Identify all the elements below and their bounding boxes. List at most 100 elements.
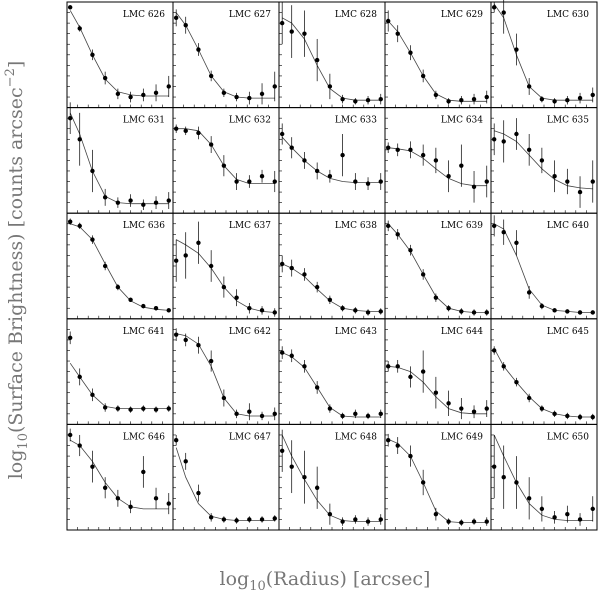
data-point bbox=[552, 411, 557, 417]
fit-curve bbox=[388, 147, 487, 187]
data-point bbox=[77, 374, 82, 380]
data-point bbox=[77, 223, 82, 229]
data-point bbox=[166, 198, 171, 203]
data-point bbox=[514, 480, 519, 485]
data-point bbox=[385, 145, 391, 150]
panel-title: LMC 643 bbox=[335, 327, 377, 337]
data-point bbox=[459, 520, 464, 525]
data-point bbox=[484, 94, 489, 100]
panel: LMC 636 bbox=[66, 212, 174, 320]
data-point bbox=[446, 174, 451, 179]
data-point bbox=[353, 308, 358, 313]
panel-title: LMC 642 bbox=[229, 327, 271, 337]
data-point bbox=[353, 99, 358, 104]
x-label-prefix: log bbox=[220, 568, 250, 590]
panel-title: LMC 639 bbox=[441, 221, 483, 231]
data-point bbox=[327, 406, 333, 411]
data-point bbox=[196, 490, 201, 496]
data-point bbox=[153, 90, 159, 96]
data-point bbox=[526, 290, 532, 295]
panel-title: LMC 626 bbox=[123, 10, 165, 20]
data-point bbox=[234, 411, 239, 417]
data-point bbox=[259, 91, 265, 97]
panel-title: LMC 637 bbox=[229, 221, 271, 231]
panel: LMC 648 bbox=[278, 423, 386, 531]
data-point bbox=[221, 90, 227, 96]
fit-curve bbox=[493, 348, 593, 418]
data-point bbox=[340, 413, 345, 419]
data-point bbox=[115, 406, 121, 411]
data-point bbox=[153, 407, 159, 412]
data-point bbox=[590, 310, 595, 315]
data-point bbox=[501, 475, 506, 480]
data-point bbox=[340, 306, 345, 311]
data-point bbox=[90, 237, 95, 242]
data-point bbox=[501, 230, 506, 235]
data-point bbox=[234, 94, 239, 100]
data-point bbox=[590, 414, 595, 420]
panel: LMC 631 bbox=[66, 102, 174, 214]
data-point bbox=[340, 96, 345, 102]
data-point bbox=[433, 158, 439, 163]
data-point bbox=[484, 179, 489, 184]
data-point bbox=[102, 485, 108, 490]
panel-title: LMC 646 bbox=[123, 432, 165, 442]
data-point bbox=[385, 18, 391, 24]
data-point bbox=[491, 464, 497, 469]
data-point bbox=[196, 240, 201, 245]
data-point bbox=[90, 464, 95, 469]
data-point bbox=[115, 200, 121, 205]
fit-curve bbox=[388, 438, 487, 523]
data-point bbox=[102, 75, 108, 81]
data-point bbox=[433, 92, 439, 98]
data-point bbox=[102, 405, 108, 410]
x-label-main: (Radius) [arcsec] bbox=[266, 568, 431, 590]
data-point bbox=[183, 459, 188, 464]
data-point bbox=[552, 308, 557, 313]
panel: LMC 647 bbox=[172, 423, 280, 531]
data-point bbox=[552, 515, 557, 520]
data-point bbox=[378, 96, 383, 102]
fit-curve bbox=[176, 239, 275, 313]
data-point bbox=[128, 504, 133, 509]
data-point bbox=[484, 310, 489, 315]
data-point bbox=[115, 496, 121, 501]
data-point bbox=[173, 332, 179, 337]
data-point bbox=[208, 142, 214, 147]
data-point bbox=[471, 96, 477, 102]
data-point bbox=[247, 95, 252, 101]
data-point bbox=[77, 137, 82, 142]
data-point bbox=[526, 496, 532, 501]
data-point bbox=[314, 168, 320, 174]
data-point bbox=[565, 98, 570, 103]
data-point bbox=[289, 29, 294, 34]
data-point bbox=[247, 179, 252, 184]
panel-title: LMC 649 bbox=[441, 432, 483, 442]
data-point bbox=[395, 443, 400, 448]
data-point bbox=[420, 152, 426, 158]
data-point bbox=[565, 309, 570, 314]
data-point bbox=[166, 308, 171, 313]
data-point bbox=[183, 253, 188, 258]
data-point bbox=[90, 52, 95, 57]
data-point bbox=[208, 263, 214, 269]
panel: LMC 634 bbox=[384, 107, 492, 214]
data-point bbox=[279, 131, 285, 137]
data-point bbox=[471, 409, 477, 414]
panel: LMC 644 bbox=[384, 318, 492, 425]
data-point bbox=[590, 92, 595, 98]
fit-curve bbox=[69, 112, 169, 205]
data-point bbox=[115, 91, 121, 97]
data-point bbox=[221, 517, 227, 522]
panel: LMC 627 bbox=[172, 1, 280, 109]
data-point bbox=[259, 517, 265, 522]
panel-title: LMC 635 bbox=[547, 116, 589, 126]
data-point bbox=[314, 485, 320, 490]
data-point bbox=[420, 480, 426, 485]
panel: LMC 645 bbox=[490, 318, 598, 425]
panel-title: LMC 645 bbox=[547, 327, 589, 337]
data-point bbox=[385, 223, 391, 229]
data-point bbox=[565, 413, 570, 419]
x-axis-label: log10(Radius) [arcsec] bbox=[220, 568, 431, 594]
data-point bbox=[420, 369, 426, 374]
